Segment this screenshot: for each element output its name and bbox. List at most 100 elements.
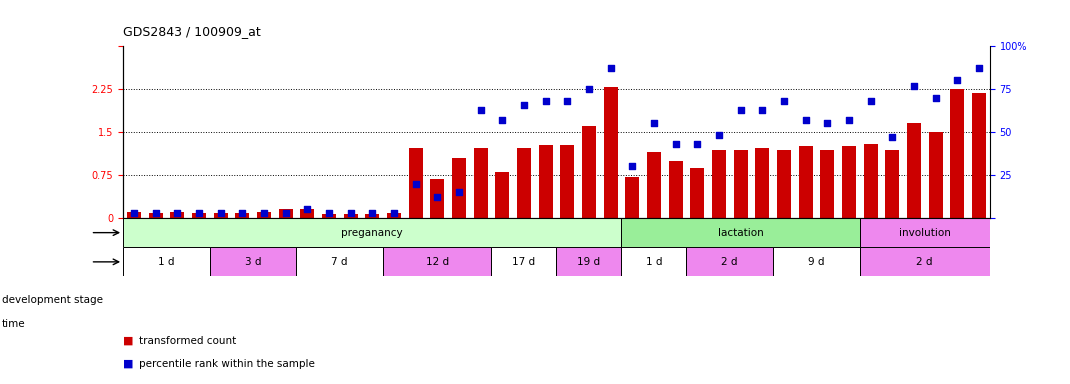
Bar [860, 247, 990, 276]
Text: GDS2843 / 100909_at: GDS2843 / 100909_at [123, 25, 261, 38]
Point [753, 107, 770, 113]
Bar [123, 218, 622, 247]
Bar [821, 151, 835, 218]
Bar [755, 148, 769, 218]
Bar [929, 132, 943, 218]
Bar [383, 247, 491, 276]
Text: percentile rank within the sample: percentile rank within the sample [139, 359, 315, 369]
Point [927, 94, 944, 101]
Point [884, 134, 901, 140]
Text: 2 d: 2 d [721, 257, 738, 267]
Bar [296, 247, 383, 276]
Point [776, 98, 793, 104]
Point [190, 210, 208, 216]
Point [125, 210, 142, 216]
Point [970, 65, 988, 71]
Bar [669, 161, 683, 218]
Bar [603, 87, 617, 218]
Point [516, 101, 533, 108]
Bar [622, 218, 860, 247]
Bar [210, 247, 296, 276]
Bar [773, 247, 860, 276]
Bar [387, 213, 401, 218]
Bar [170, 212, 184, 218]
Point [624, 163, 641, 169]
Text: 3 d: 3 d [245, 257, 261, 267]
Point [407, 180, 424, 187]
Point [147, 210, 164, 216]
Text: 2 d: 2 d [917, 257, 933, 267]
Bar [491, 247, 556, 276]
Point [905, 83, 922, 89]
Text: 7 d: 7 d [332, 257, 348, 267]
Bar [907, 123, 921, 218]
Bar [798, 146, 812, 218]
Bar [842, 146, 856, 218]
Text: 9 d: 9 d [808, 257, 825, 267]
Bar [777, 151, 791, 218]
Bar [561, 145, 575, 218]
Bar [149, 214, 163, 218]
Point [710, 132, 728, 139]
Point [342, 210, 360, 216]
Point [667, 141, 684, 147]
Point [299, 206, 316, 212]
Point [256, 210, 273, 216]
Bar [950, 89, 964, 218]
Bar [734, 151, 748, 218]
Point [385, 210, 402, 216]
Bar [556, 247, 622, 276]
Point [537, 98, 554, 104]
Bar [278, 209, 292, 218]
Bar [452, 158, 465, 218]
Point [450, 189, 468, 195]
Text: 1 d: 1 d [645, 257, 662, 267]
Bar [123, 247, 210, 276]
Point [797, 117, 814, 123]
Bar [687, 247, 774, 276]
Text: ■: ■ [123, 336, 134, 346]
Text: lactation: lactation [718, 228, 764, 238]
Point [169, 210, 186, 216]
Bar [647, 152, 661, 218]
Bar [343, 214, 357, 218]
Point [862, 98, 880, 104]
Point [320, 210, 337, 216]
Text: involution: involution [899, 228, 950, 238]
Text: 17 d: 17 d [513, 257, 535, 267]
Point [233, 210, 250, 216]
Text: 12 d: 12 d [426, 257, 448, 267]
Point [472, 107, 489, 113]
Bar [235, 213, 249, 218]
Point [277, 210, 294, 216]
Point [580, 86, 597, 92]
Point [212, 210, 229, 216]
Bar [517, 148, 531, 218]
Bar [365, 214, 379, 218]
Bar [301, 209, 315, 218]
Bar [690, 167, 704, 218]
Bar [409, 148, 423, 218]
Bar [474, 148, 488, 218]
Bar [622, 247, 687, 276]
Point [819, 120, 836, 126]
Text: development stage: development stage [2, 295, 103, 305]
Text: transformed count: transformed count [139, 336, 236, 346]
Bar [885, 151, 899, 218]
Point [689, 141, 706, 147]
Bar [860, 218, 990, 247]
Bar [322, 214, 336, 218]
Bar [538, 145, 552, 218]
Point [602, 65, 620, 71]
Point [364, 210, 381, 216]
Point [840, 117, 857, 123]
Text: ■: ■ [123, 359, 134, 369]
Bar [495, 172, 509, 218]
Bar [972, 93, 985, 218]
Bar [127, 212, 141, 218]
Text: preganancy: preganancy [341, 228, 403, 238]
Text: 19 d: 19 d [578, 257, 600, 267]
Bar [214, 213, 228, 218]
Bar [430, 179, 444, 218]
Bar [582, 126, 596, 218]
